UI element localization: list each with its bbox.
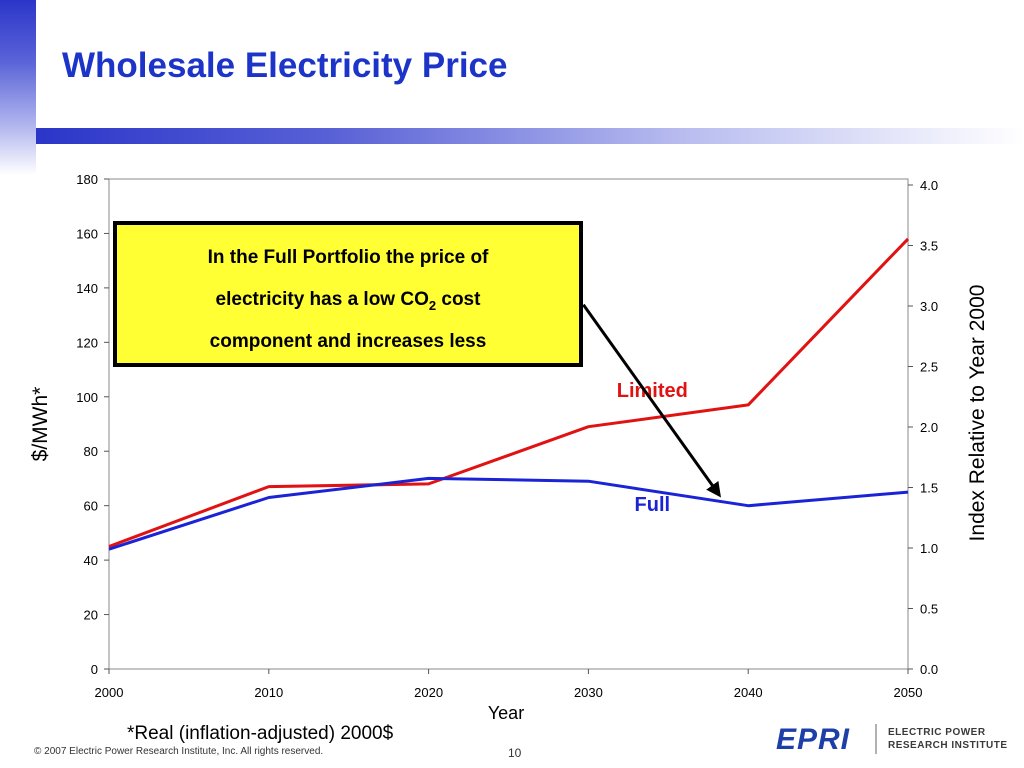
y-tick-label: 120 — [76, 335, 98, 350]
y2-tick-label: 0.0 — [920, 662, 938, 677]
x-tick-label: 2050 — [894, 685, 923, 700]
y2-tick-label: 3.0 — [920, 299, 938, 314]
x-axis-title: Year — [488, 703, 524, 723]
y2-tick-label: 3.5 — [920, 239, 938, 254]
x-tick-label: 2000 — [95, 685, 124, 700]
annotation-arrow — [582, 303, 721, 498]
slide-title: Wholesale Electricity Price — [62, 46, 508, 85]
y2-tick-label: 0.5 — [920, 602, 938, 617]
header-gradient-band — [36, 128, 1024, 144]
copyright-notice: © 2007 Electric Power Research Institute… — [34, 746, 324, 757]
callout-line-3: component and increases less — [209, 331, 487, 352]
x-tick-label: 2010 — [254, 685, 283, 700]
y-tick-label: 180 — [76, 172, 98, 187]
y-axis-title: $/MWh* — [29, 387, 52, 462]
y2-tick-label: 4.0 — [920, 178, 938, 193]
y-tick-label: 60 — [84, 499, 98, 514]
callout-line-1: In the Full Portfolio the price of — [207, 247, 489, 268]
series-label-limited: Limited — [617, 380, 688, 402]
epri-logo-text: ELECTRIC POWER RESEARCH INSTITUTE — [888, 727, 1008, 751]
series-label-full: Full — [635, 494, 671, 516]
y2-tick-label: 2.0 — [920, 420, 938, 435]
left-decorative-bar — [0, 0, 36, 175]
series-line-limited — [108, 237, 910, 548]
series-line-full — [108, 476, 909, 551]
y-tick-label: 100 — [76, 390, 98, 405]
y-tick-label: 0 — [91, 662, 98, 677]
x-tick-label: 2020 — [414, 685, 443, 700]
y2-axis-title: Index Relative to Year 2000 — [966, 285, 989, 542]
callout-line-2: electricity has a low CO2 cost — [215, 289, 481, 313]
y2-tick-label: 1.0 — [920, 541, 938, 556]
page-number: 10 — [508, 746, 522, 760]
svg-text:EPRI: EPRI — [776, 723, 850, 756]
y2-tick-label: 1.5 — [920, 481, 938, 496]
y-tick-label: 140 — [76, 281, 98, 296]
y-tick-label: 20 — [84, 608, 98, 623]
x-tick-label: 2030 — [574, 685, 603, 700]
epri-logo-mark: EPRI — [776, 723, 877, 756]
y-tick-label: 40 — [84, 553, 98, 568]
y-tick-label: 80 — [84, 444, 98, 459]
footnote: *Real (inflation-adjusted) 2000$ — [127, 723, 394, 744]
y-tick-label: 160 — [76, 226, 98, 241]
y2-tick-label: 2.5 — [920, 360, 938, 375]
callout-box: In the Full Portfolio the price of elect… — [113, 221, 583, 367]
x-tick-label: 2040 — [734, 685, 763, 700]
plot-area-frame — [108, 178, 909, 670]
